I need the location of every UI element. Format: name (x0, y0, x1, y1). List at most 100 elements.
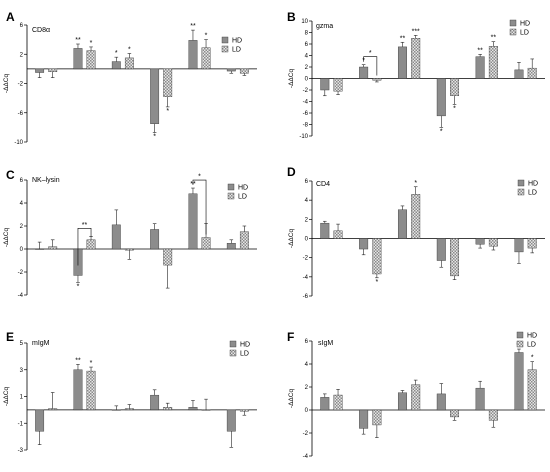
legend-swatch-hd (509, 19, 517, 27)
y-tick-label: 6 (305, 339, 309, 345)
bar-ld (450, 238, 460, 277)
bar-ld (86, 370, 96, 411)
legend-swatch-ld (516, 340, 524, 348)
panel-letter: F (287, 330, 294, 344)
bar-hd (320, 78, 330, 91)
legend-label: HD (528, 181, 538, 188)
significance-label: * (90, 360, 93, 367)
gene-label: mIgM (32, 340, 50, 347)
bracket-label: * (369, 50, 372, 57)
bar-ld (488, 238, 498, 247)
y-tick-label: 0 (305, 77, 309, 83)
legend-label: HD (232, 38, 242, 45)
significance-label: * (205, 33, 208, 40)
y-tick-label: 3 (20, 368, 24, 374)
legend-swatch-hd (221, 36, 229, 44)
comparison-bracket (192, 179, 207, 235)
significance-label: ** (190, 23, 196, 30)
y-tick-label: 6 (305, 42, 309, 48)
bar-hd (514, 238, 524, 253)
legend-swatch-ld (229, 349, 237, 357)
comparison-bracket (77, 228, 92, 266)
bar-ld (163, 407, 173, 411)
bar-hd (320, 397, 330, 411)
significance-label: * (414, 180, 417, 187)
y-tick-label: 2 (305, 385, 309, 391)
bracket-label: * (198, 174, 201, 181)
bar-ld (201, 237, 211, 250)
bar-ld (411, 194, 421, 239)
y-tick-label: 2 (20, 224, 24, 230)
panel-letter: E (6, 330, 14, 344)
y-tick-label: -4 (303, 454, 309, 460)
y-tick-label: -6 (303, 111, 309, 117)
significance-label: * (128, 47, 131, 54)
comparison-bracket (363, 56, 378, 76)
bar-ld (488, 46, 498, 79)
significance-label: * (531, 355, 534, 362)
bar-ld (239, 68, 249, 74)
y-tick-label: 6 (20, 178, 24, 184)
y-tick-label: 0 (305, 237, 309, 243)
bar-hd (188, 40, 198, 70)
panel-letter: B (287, 10, 296, 24)
legend-label: LD (232, 47, 241, 54)
bar-ld (527, 369, 537, 411)
bar-hd (111, 61, 121, 70)
bar-ld (201, 409, 211, 411)
bar-hd (73, 369, 83, 411)
bar-hd (73, 48, 83, 70)
legend-swatch-hd (516, 331, 524, 339)
legend-label: HD (240, 342, 250, 349)
bar-hd (188, 193, 198, 250)
legend-label: LD (520, 30, 529, 37)
bar-ld (372, 238, 382, 275)
gene-label: NK–lysin (32, 177, 60, 184)
legend-label: LD (528, 190, 537, 197)
bar-hd (475, 56, 485, 79)
panel-letter: D (287, 165, 296, 179)
bar-ld (124, 408, 134, 411)
bar-ld (163, 248, 173, 266)
significance-label: * (453, 105, 456, 112)
bar-ld (201, 47, 211, 70)
y-axis-label: -ΔΔCq (3, 387, 10, 407)
y-tick-label: 2 (20, 52, 24, 58)
significance-label: * (166, 108, 169, 115)
bar-hd (514, 69, 524, 79)
bar-ld (48, 68, 58, 72)
y-tick-label: -6 (18, 111, 24, 117)
significance-label: ** (400, 35, 406, 42)
bar-hd (35, 409, 45, 432)
y-tick-label: 8 (305, 31, 309, 37)
bar-ld (372, 78, 382, 81)
significance-label: ** (75, 37, 81, 44)
y-tick-label: -8 (303, 123, 309, 129)
y-tick-label: 4 (305, 362, 309, 368)
y-axis-label: -ΔΔCq (3, 74, 10, 94)
bar-hd (359, 66, 369, 79)
bar-hd (436, 78, 446, 117)
bar-hd (359, 238, 369, 250)
legend-swatch-ld (517, 188, 525, 196)
bar-ld (450, 409, 460, 418)
y-tick-label: -3 (18, 448, 24, 454)
significance-label: * (153, 133, 156, 140)
legend-label: LD (238, 194, 247, 201)
gene-label: CD4 (316, 181, 330, 188)
y-axis-label: -ΔΔCq (288, 389, 295, 409)
bar-hd (397, 209, 407, 239)
y-tick-label: -6 (303, 294, 309, 300)
bar-hd (436, 393, 446, 411)
bar-hd (475, 238, 485, 245)
bar-hd (35, 248, 45, 250)
legend-label: LD (240, 351, 249, 358)
bar-ld (163, 68, 173, 97)
bar-ld (527, 67, 537, 79)
legend-label: LD (527, 342, 536, 349)
bar-hd (111, 224, 121, 250)
